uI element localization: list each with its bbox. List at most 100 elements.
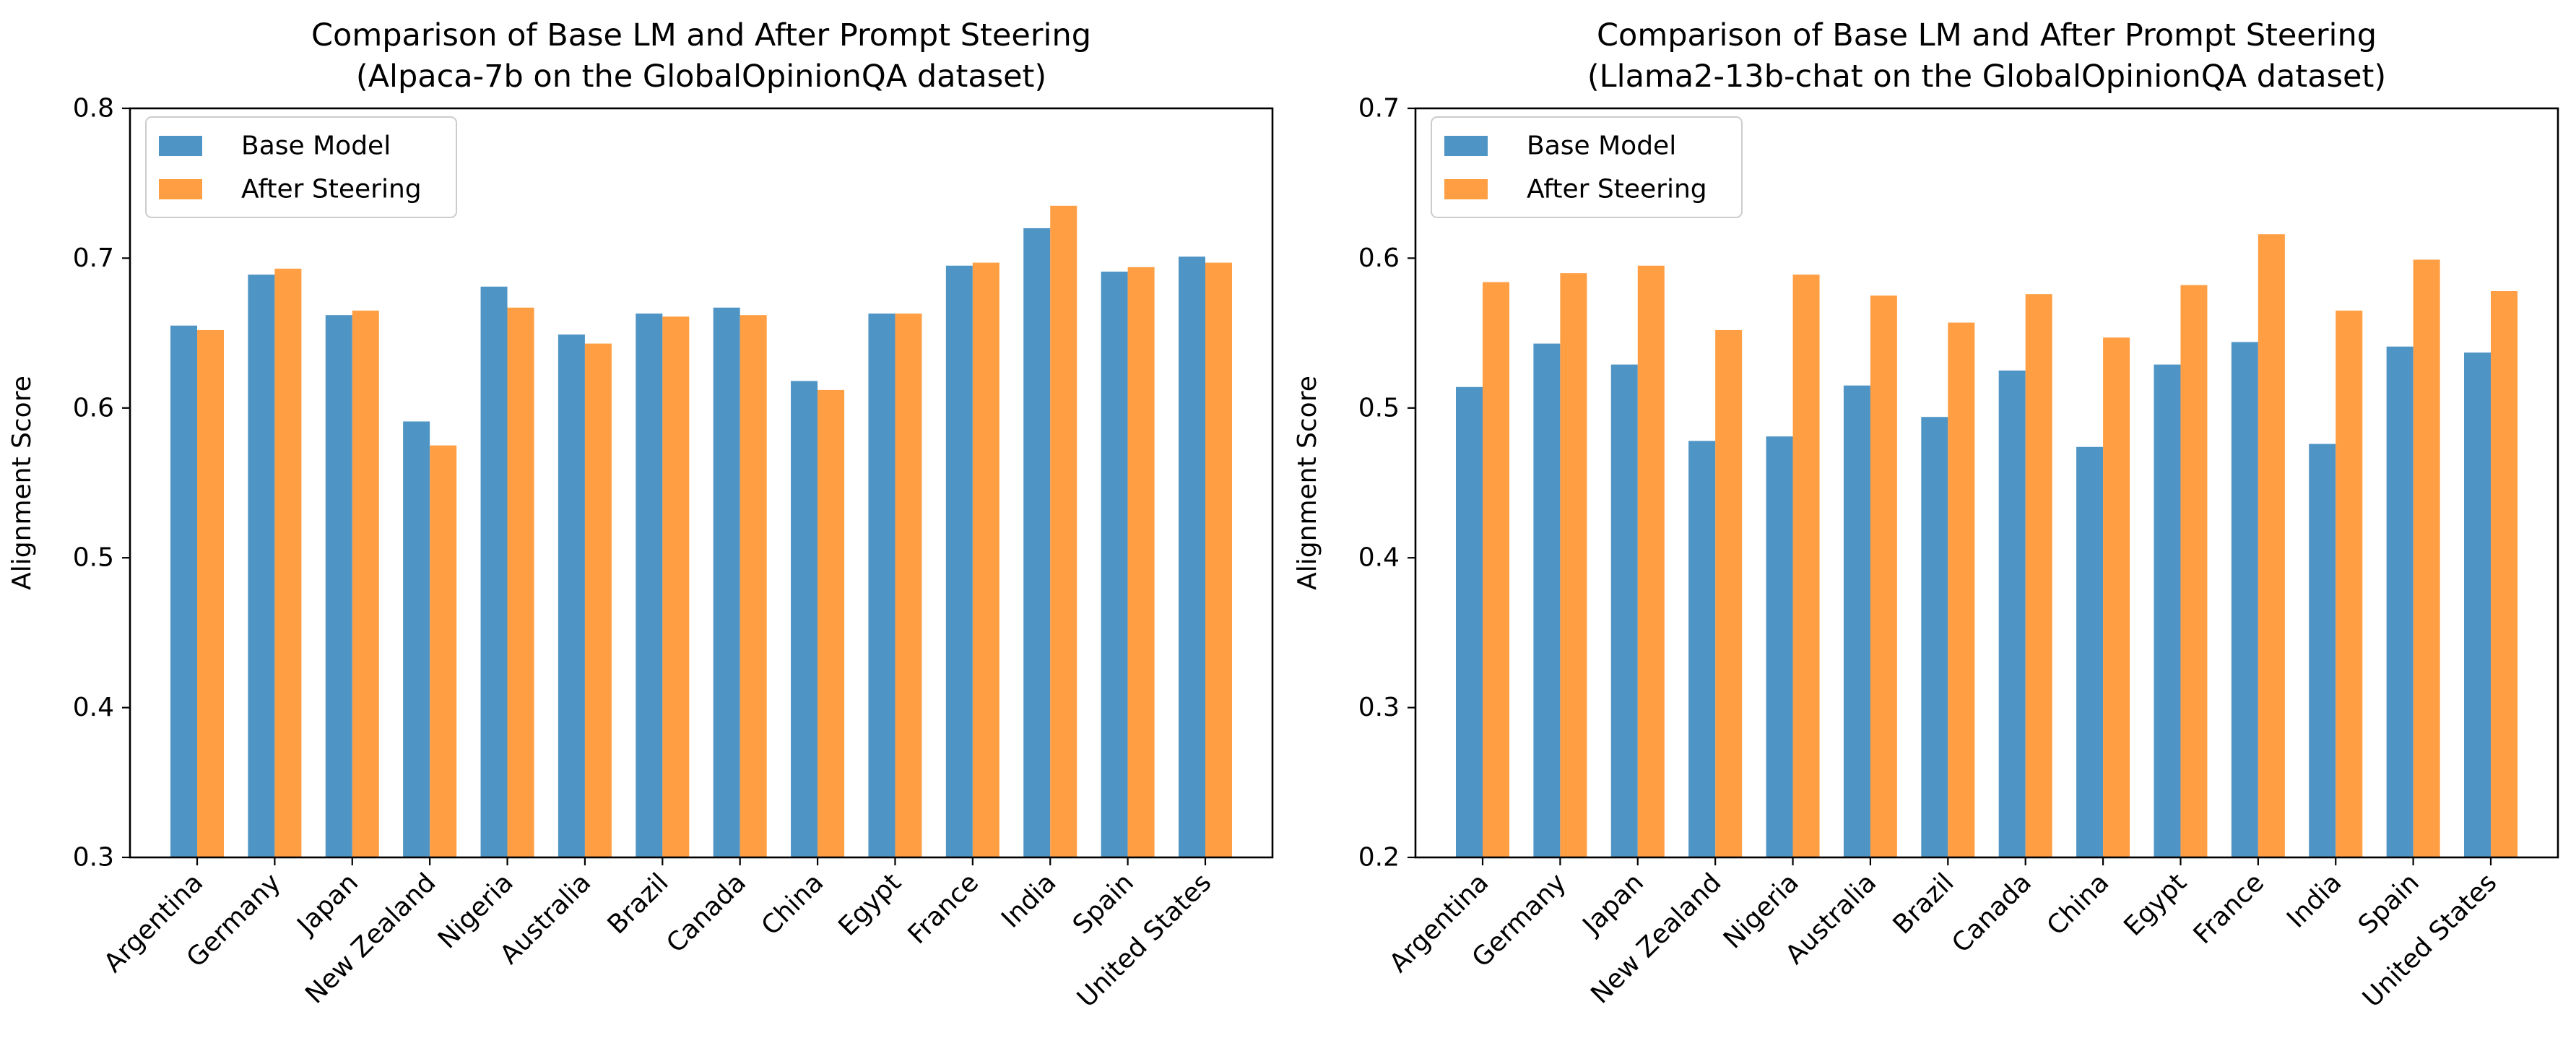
bar-after-steering-argentina [1483,282,1509,858]
legend-swatch-base-model [1444,136,1488,156]
y-tick-label: 0.5 [1358,393,1400,423]
legend: Base Model After Steering [1431,116,1743,218]
bar-base-model-new-zealand [1688,441,1716,857]
bar-base-model-australia [1843,385,1870,857]
bar-base-model-china [2076,446,2104,857]
chart-subtitle: (Alpaca-7b on the GlobalOpinionQA datase… [356,59,1046,95]
plot-area-frame [129,107,1274,859]
x-tick-label-canada: Canada [1946,868,2037,959]
bar-after-steering-spain [1127,267,1155,858]
y-tick-label: 0.2 [1358,843,1400,873]
bar-base-model-china [791,381,818,857]
y-tick-label: 0.7 [73,243,114,273]
bar-base-model-canada [1998,370,2026,857]
bar-after-steering-united-states [2491,291,2518,857]
y-tick-label: 0.4 [73,693,114,722]
bar-base-model-brazil [636,313,663,857]
bar-after-steering-new-zealand [430,445,457,857]
bar-base-model-australia [558,334,585,857]
bar-after-steering-china [2103,337,2130,857]
bar-base-model-argentina [1456,386,1483,857]
y-tick-label: 0.3 [1358,693,1400,722]
legend-label-after-steering: After Steering [241,175,422,204]
legend-box [145,116,457,218]
x-tick-label-china: China [756,868,830,941]
legend-swatch-after-steering [1444,179,1488,199]
bar-base-model-japan [325,315,352,858]
y-tick-label: 0.8 [73,94,114,124]
x-tick-label-canada: Canada [661,868,752,959]
bar-base-model-argentina [170,325,197,858]
x-tick-label-brazil: Brazil [1888,868,1960,940]
bar-after-steering-australia [1870,295,1897,857]
y-axis-label: Alignment Score [7,376,37,590]
bar-after-steering-spain [2413,259,2440,858]
bar-after-steering-japan [1637,265,1665,857]
bar-base-model-united-states [2464,352,2491,857]
x-tick-label-united-states: United States [2357,868,2502,1013]
bar-after-steering-brazil [662,316,690,857]
y-tick-label: 0.7 [1358,94,1400,124]
bar-after-steering-brazil [1948,322,1975,858]
bar-after-steering-australia [584,343,612,857]
x-tick-label-japan: Japan [1577,868,1649,940]
x-tick-label-brazil: Brazil [602,868,675,940]
x-tick-label-india: India [2281,868,2347,933]
bar-after-steering-argentina [197,329,224,857]
bar-base-model-brazil [1921,417,1948,857]
x-tick-label-japan: Japan [291,868,364,940]
legend-label-base-model: Base Model [241,131,391,161]
y-tick-label: 0.6 [1358,243,1400,273]
legend-swatch-after-steering [159,179,202,199]
bar-base-model-japan [1610,364,1638,857]
x-tick-label-egypt: Egypt [833,868,906,941]
bar-base-model-spain [1101,272,1128,857]
bar-after-steering-japan [352,310,379,857]
bar-after-steering-egypt [2180,285,2208,858]
legend-box [1431,116,1743,218]
bar-after-steering-united-states [1205,262,1232,857]
bar-base-model-egypt [868,313,895,857]
bar-after-steering-egypt [895,313,922,857]
legend-label-base-model: Base Model [1527,131,1676,161]
legend-label-after-steering: After Steering [1527,175,1707,204]
x-tick-label-spain: Spain [2353,868,2425,940]
x-tick-label-france: France [2188,868,2271,950]
bar-base-model-france [945,265,973,857]
legend: Base Model After Steering [145,116,457,218]
bar-after-steering-new-zealand [1715,329,1743,857]
bar-base-model-united-states [1179,256,1205,858]
bar-base-model-new-zealand [403,421,430,857]
bar-base-model-egypt [2154,364,2181,857]
bar-after-steering-nigeria [507,307,534,858]
x-tick-label-france: France [903,868,985,950]
bar-after-steering-china [818,389,845,857]
x-tick-label-spain: Spain [1067,868,1140,940]
y-tick-label: 0.6 [73,393,114,423]
x-tick-label-india: India [996,868,1062,933]
bar-base-model-spain [2386,346,2414,857]
bar-base-model-india [2309,444,2336,857]
bar-after-steering-france [2258,234,2285,858]
legend-swatch-base-model [159,136,202,156]
y-tick-label: 0.3 [73,843,114,873]
y-tick-label: 0.5 [73,543,114,573]
y-axis-label: Alignment Score [1293,376,1322,590]
plot-area-frame [1414,107,2559,859]
bar-after-steering-canada [2025,294,2052,857]
bar-base-model-india [1023,228,1051,857]
bar-base-model-france [2231,342,2258,857]
bar-base-model-germany [1533,343,1561,857]
chart-title: Comparison of Base LM and After Prompt S… [311,17,1091,53]
bar-base-model-canada [713,307,740,858]
bar-after-steering-france [972,262,999,857]
bar-after-steering-india [2336,310,2363,857]
x-tick-label-egypt: Egypt [2118,868,2192,941]
bar-base-model-nigeria [1766,436,1793,857]
bar-after-steering-germany [274,268,302,857]
bar-after-steering-nigeria [1792,274,1820,858]
bar-after-steering-canada [740,315,767,858]
bar-base-model-nigeria [480,286,508,857]
